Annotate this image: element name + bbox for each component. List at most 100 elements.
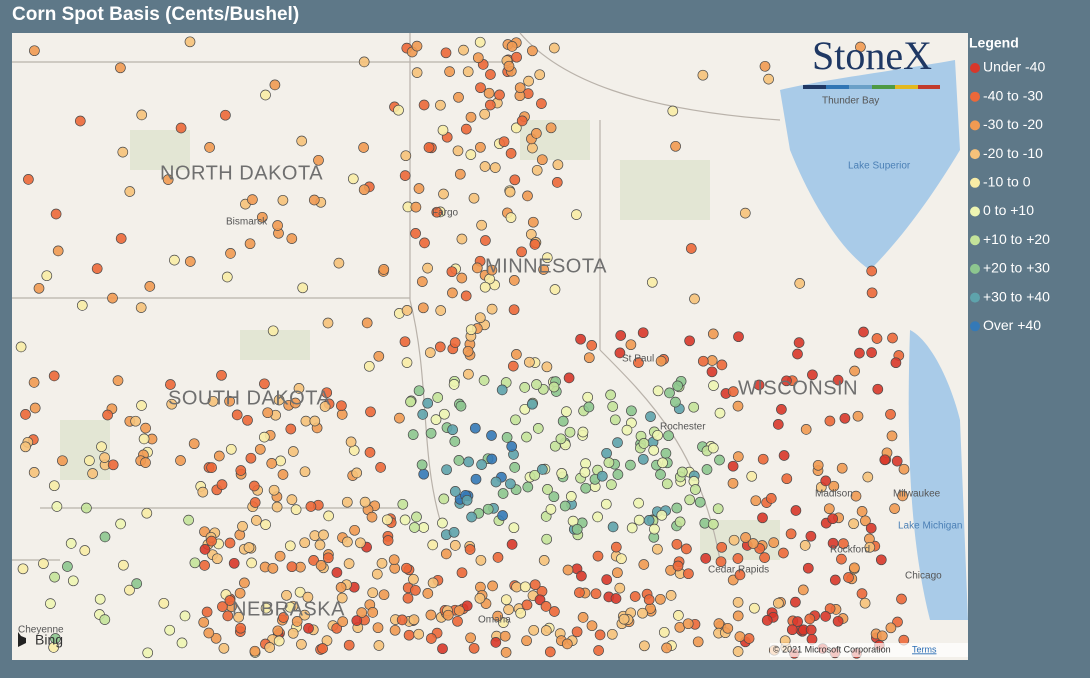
location-dot <box>449 486 461 497</box>
location-dot <box>91 263 103 274</box>
location-dot <box>508 275 520 286</box>
place-label: Cheyenne <box>18 625 64 636</box>
location-dot <box>438 188 449 200</box>
location-dot <box>832 615 844 627</box>
location-dot <box>29 45 40 57</box>
location-dot <box>648 444 660 456</box>
location-dot <box>135 302 147 313</box>
location-dot <box>561 638 573 650</box>
location-dot <box>564 426 576 438</box>
location-dot <box>217 601 228 612</box>
location-dot <box>188 438 200 450</box>
location-dot <box>583 401 595 413</box>
location-dot <box>859 597 871 609</box>
location-dot <box>463 456 474 468</box>
location-dot <box>52 245 64 257</box>
location-dot <box>548 381 560 393</box>
bing-icon <box>18 632 26 647</box>
location-dot <box>508 522 520 534</box>
location-dot <box>645 411 656 422</box>
location-dot <box>519 581 531 593</box>
location-dot <box>237 520 248 532</box>
location-dot <box>405 396 416 408</box>
location-dot <box>524 356 535 368</box>
legend-label: Under -40 <box>983 59 1045 75</box>
location-dot <box>727 460 739 472</box>
location-dot <box>716 359 728 371</box>
location-dot <box>446 266 458 278</box>
location-dot <box>805 530 817 542</box>
location-dot <box>228 557 240 569</box>
location-dot <box>465 149 477 160</box>
legend-swatch <box>970 120 980 131</box>
terms-link[interactable]: Terms <box>912 644 937 654</box>
location-dot <box>358 184 370 196</box>
location-dot <box>498 136 510 148</box>
location-dot <box>885 408 896 420</box>
legend-swatch <box>970 63 980 73</box>
location-dot <box>79 545 91 556</box>
location-dot <box>233 611 244 623</box>
location-dot <box>408 573 419 585</box>
location-dot <box>734 569 746 581</box>
location-dot <box>456 272 468 284</box>
location-dot <box>866 347 877 358</box>
location-dot <box>700 553 712 564</box>
location-dot <box>373 350 385 362</box>
location-dot <box>522 190 533 202</box>
location-dot <box>639 640 650 652</box>
place-label: Rochester <box>660 422 706 433</box>
location-dot <box>453 91 464 103</box>
place-label: Thunder Bay <box>822 96 879 107</box>
place-label: St Paul <box>622 354 654 365</box>
location-dot <box>249 645 261 657</box>
location-dot <box>479 108 491 120</box>
location-dot <box>251 515 262 526</box>
location-dot <box>871 333 883 344</box>
location-dot <box>273 394 285 406</box>
location-dot <box>438 493 450 505</box>
location-dot <box>876 630 888 642</box>
location-dot <box>507 360 519 372</box>
location-dot <box>411 40 423 52</box>
location-dot <box>399 514 411 526</box>
location-dot <box>462 345 474 357</box>
location-dot <box>490 637 502 648</box>
location-dot <box>612 437 623 448</box>
location-dot <box>712 503 724 515</box>
location-dot <box>20 409 31 420</box>
location-dot <box>714 407 726 419</box>
location-dot <box>667 105 679 117</box>
legend-label: -40 to -30 <box>983 87 1043 103</box>
location-dot <box>452 615 463 627</box>
location-dot <box>505 478 516 490</box>
location-dot <box>522 481 534 493</box>
location-dot <box>184 36 196 48</box>
legend-label: +10 to +20 <box>983 231 1050 247</box>
location-dot <box>757 512 768 524</box>
location-dot <box>323 510 334 522</box>
location-dot <box>424 347 436 358</box>
place-label: Rockford <box>830 545 870 556</box>
location-dot <box>248 480 260 492</box>
location-dot <box>799 540 811 551</box>
location-dot <box>81 502 92 514</box>
location-dot <box>417 409 429 420</box>
location-dot <box>361 317 373 329</box>
location-dot <box>411 511 422 523</box>
map[interactable]: NORTH DAKOTA MINNESOTA SOUTH DAKOTA WISCONS… <box>12 32 968 660</box>
location-dot <box>661 642 672 654</box>
location-dot <box>389 624 401 636</box>
location-dot <box>865 522 877 534</box>
location-dot <box>850 490 862 502</box>
legend-label: -10 to 0 <box>983 174 1031 190</box>
location-dot <box>655 469 666 480</box>
location-dot <box>447 287 458 299</box>
location-dot <box>458 44 469 56</box>
location-dot <box>508 304 520 316</box>
location-dot <box>456 233 468 245</box>
location-dot <box>497 510 508 521</box>
location-dot <box>521 599 533 611</box>
region-label: WISCONSIN <box>738 377 858 399</box>
location-dot <box>714 454 725 466</box>
